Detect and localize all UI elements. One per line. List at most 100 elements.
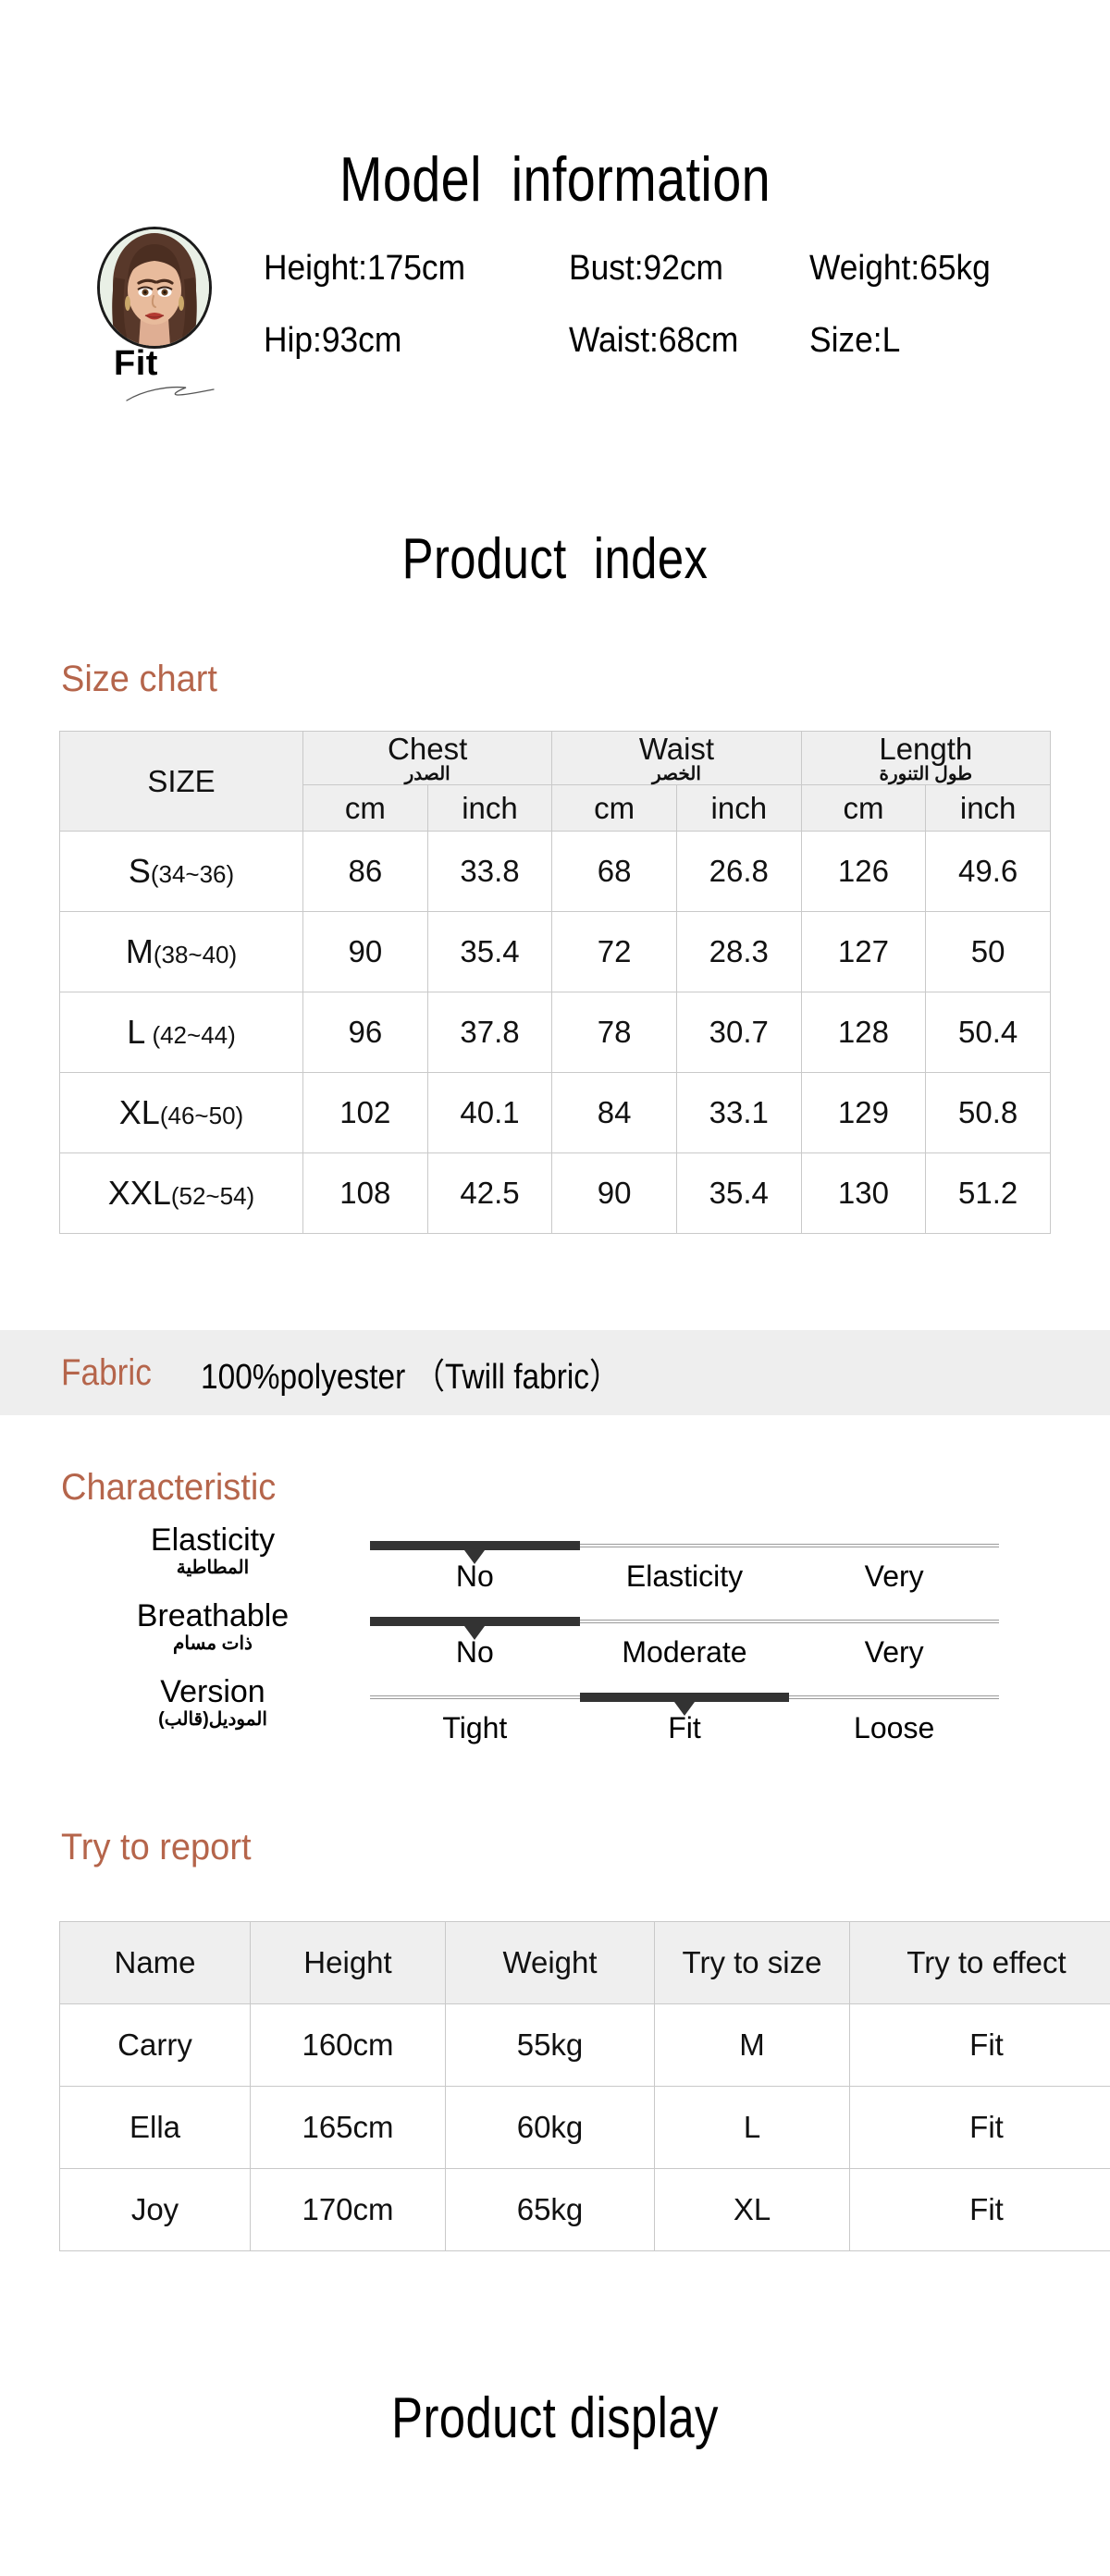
cell-length-cm: 127 xyxy=(800,911,927,992)
cell-length-cm: 130 xyxy=(800,1152,927,1234)
slider-pointer-icon xyxy=(463,1626,485,1640)
cell-length-inch: 51.2 xyxy=(925,1152,1051,1234)
characteristic-heading: Characteristic xyxy=(61,1467,277,1508)
model-weight: Weight:65kg xyxy=(809,249,991,288)
table-row: L (42~44) 96 37.8 78 30.7 128 50.4 xyxy=(59,992,1051,1073)
cell-chest-cm: 86 xyxy=(302,831,428,912)
cell-height: 165cm xyxy=(250,2086,446,2169)
product-index-title: Product index xyxy=(401,527,709,591)
length-group-header: Length طول التنورة xyxy=(800,731,1052,785)
cell-length-cm: 126 xyxy=(800,831,927,912)
cell-waist-cm: 68 xyxy=(551,831,677,912)
version-scale-mid: Fit xyxy=(668,1711,701,1744)
version-label-ar: الموديل(قالب) xyxy=(158,1709,267,1730)
cell-length-inch: 50 xyxy=(925,911,1051,992)
breathable-slider[interactable] xyxy=(370,1617,999,1640)
cell-chest-cm: 102 xyxy=(302,1072,428,1153)
slider-track xyxy=(370,1544,999,1547)
size-column-header: SIZE xyxy=(59,731,303,832)
fabric-band: Fabric 100%polyester （Twill fabric） xyxy=(0,1330,1110,1415)
slider-fill xyxy=(370,1617,580,1626)
cell-length-cm: 128 xyxy=(800,992,927,1073)
column-header-try-to-size: Try to size xyxy=(654,1921,850,2004)
waist-group-header: Waist الخصر xyxy=(551,731,802,785)
cell-name: Carry xyxy=(59,2003,251,2087)
length-label-ar: طول التنورة xyxy=(879,763,973,784)
version-scale-labels: Tight Fit Loose xyxy=(370,1709,999,1746)
chest-group-header: Chest الصدر xyxy=(302,731,553,785)
cell-waist-cm: 72 xyxy=(551,911,677,992)
cell-try-to-size: XL xyxy=(654,2168,850,2251)
slider-fill xyxy=(370,1541,580,1550)
try-to-report-body: Carry 160cm 55kg M Fit Ella 165cm 60kg L… xyxy=(59,2003,1110,2251)
cell-chest-inch: 40.1 xyxy=(426,1072,553,1153)
table-header-row: Name Height Weight Try to size Try to ef… xyxy=(59,1921,1110,2004)
breathable-label-en: Breathable xyxy=(136,1598,290,1633)
model-waist: Waist:68cm xyxy=(569,321,739,360)
chest-label-en: Chest xyxy=(388,731,468,766)
model-bust: Bust:92cm xyxy=(569,249,723,288)
breathable-label-ar: ذات مسام xyxy=(173,1633,253,1654)
slider-pointer-icon xyxy=(463,1550,485,1564)
slider-track xyxy=(370,1620,999,1623)
column-header-weight: Weight xyxy=(445,1921,655,2004)
fabric-value: 100%polyester （Twill fabric） xyxy=(201,1357,621,1397)
table-row: Joy 170cm 65kg XL Fit xyxy=(59,2168,1110,2251)
cell-weight: 60kg xyxy=(445,2086,655,2169)
elasticity-label-ar: المطاطية xyxy=(176,1558,250,1578)
size-label-cell: M(38~40) xyxy=(59,911,303,992)
column-header-name: Name xyxy=(59,1921,251,2004)
cell-chest-inch: 37.8 xyxy=(426,992,553,1073)
characteristic-row-elasticity: Elasticity المطاطية No Elasticity Very xyxy=(0,1522,1110,1602)
model-size: Size:L xyxy=(809,321,901,360)
cell-weight: 55kg xyxy=(445,2003,655,2087)
size-chart-heading: Size chart xyxy=(61,659,217,699)
size-name: M xyxy=(125,932,154,970)
characteristic-row-breathable: Breathable ذات مسام No Moderate Very xyxy=(0,1598,1110,1678)
cell-chest-inch: 35.4 xyxy=(426,911,553,992)
elasticity-scale-low: No xyxy=(455,1559,494,1593)
size-chart-unit-header-row: cm inch cm inch cm inch xyxy=(60,784,1051,832)
slider-fill xyxy=(579,1693,790,1702)
size-label-cell: XXL(52~54) xyxy=(59,1152,303,1234)
cell-chest-inch: 33.8 xyxy=(426,831,553,912)
waist-label-en: Waist xyxy=(638,731,715,766)
column-header-try-to-effect: Try to effect xyxy=(849,1921,1110,2004)
try-to-report-header: Name Height Weight Try to size Try to ef… xyxy=(59,1921,1110,2004)
cell-waist-inch: 26.8 xyxy=(675,831,802,912)
version-label-en: Version xyxy=(160,1674,265,1709)
elasticity-slider[interactable] xyxy=(370,1541,999,1564)
size-range: (34~36) xyxy=(150,860,235,888)
table-row: Carry 160cm 55kg M Fit xyxy=(59,2003,1110,2087)
product-display-title: Product display xyxy=(391,2386,719,2450)
cell-waist-inch: 33.1 xyxy=(675,1072,802,1153)
try-to-report-heading: Try to report xyxy=(61,1827,252,1867)
waist-unit-cm: cm xyxy=(551,784,677,832)
cell-try-to-size: M xyxy=(654,2003,850,2087)
waist-unit-inch: inch xyxy=(675,784,802,832)
size-name: L xyxy=(127,1013,146,1051)
table-row: Ella 165cm 60kg L Fit xyxy=(59,2086,1110,2169)
length-label-en: Length xyxy=(879,731,973,766)
breathable-scale-high: Very xyxy=(864,1635,924,1669)
chest-unit-inch: inch xyxy=(426,784,553,832)
version-scale-low: Tight xyxy=(442,1711,508,1744)
cell-height: 160cm xyxy=(250,2003,446,2087)
table-row: M(38~40) 90 35.4 72 28.3 127 50 xyxy=(59,911,1051,992)
cell-name: Joy xyxy=(59,2168,251,2251)
chest-unit-cm: cm xyxy=(302,784,428,832)
breathable-scale-labels: No Moderate Very xyxy=(370,1633,999,1670)
size-chart-table: SIZE Chest الصدر Waist الخصر Length طول … xyxy=(59,731,1052,1234)
size-label-cell: L (42~44) xyxy=(59,992,303,1073)
cell-try-to-effect: Fit xyxy=(849,2168,1110,2251)
version-slider[interactable] xyxy=(370,1693,999,1716)
characteristic-label-version: Version الموديل(قالب) xyxy=(102,1674,324,1730)
size-chart-header: SIZE Chest الصدر Waist الخصر Length طول … xyxy=(59,731,1052,832)
cell-chest-inch: 42.5 xyxy=(426,1152,553,1234)
cell-length-inch: 49.6 xyxy=(925,831,1051,912)
version-scale-high: Loose xyxy=(854,1711,935,1744)
length-unit-cm: cm xyxy=(800,784,927,832)
cell-weight: 65kg xyxy=(445,2168,655,2251)
elasticity-scale-high: Very xyxy=(864,1559,924,1593)
size-range: (42~44) xyxy=(145,1021,236,1049)
